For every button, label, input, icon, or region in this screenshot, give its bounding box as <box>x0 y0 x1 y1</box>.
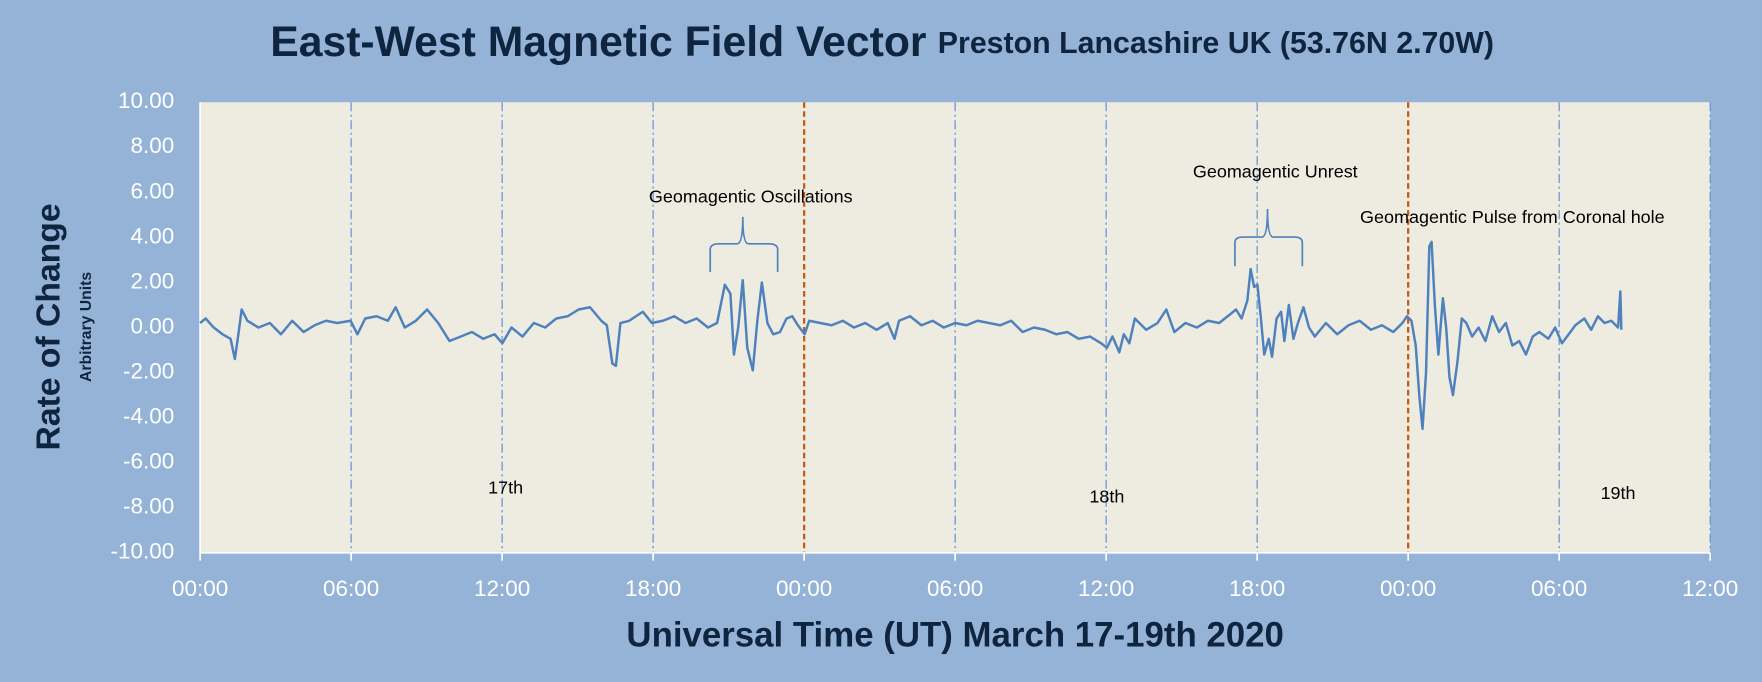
x-tick-label: 00:00 <box>776 576 832 601</box>
y-tick-label: -10.00 <box>111 539 175 564</box>
x-tick-label: 12:00 <box>474 576 530 601</box>
annotation-brace <box>1234 208 1304 267</box>
x-tick-label: 12:00 <box>1078 576 1134 601</box>
y-tick-label: -8.00 <box>123 494 174 519</box>
subtitle: Preston Lancashire UK (53.76N 2.70W) <box>938 27 1494 60</box>
y-tick-label: 0.00 <box>131 313 175 338</box>
x-tick-label: 06:00 <box>1531 576 1587 601</box>
annotation: 19th <box>1601 483 1636 503</box>
annotation: Geomagentic Unrest <box>1193 162 1358 182</box>
y-axis-label: Rate of Change <box>30 203 68 450</box>
annotation: Geomagentic Pulse from Coronal hole <box>1360 207 1665 227</box>
title: East-West Magnetic Field Vector <box>270 18 926 66</box>
annotation: 18th <box>1089 487 1124 507</box>
x-tick-label: 00:00 <box>1380 576 1436 601</box>
data-line <box>199 240 1623 431</box>
annotation: Geomagentic Oscillations <box>649 187 853 207</box>
y-tick-label: 8.00 <box>131 133 175 158</box>
annotation-brace <box>709 216 779 272</box>
annotation: 17th <box>488 478 523 498</box>
y-tick-label: -6.00 <box>123 449 174 474</box>
y-tick-label: 6.00 <box>131 178 175 203</box>
x-tick-label: 00:00 <box>172 576 228 601</box>
x-tick-label: 06:00 <box>927 576 983 601</box>
y-tick-label: 2.00 <box>131 268 175 293</box>
y-tick-label: 10.00 <box>118 88 174 113</box>
y-axis-sublabel: Arbitrary Units <box>78 272 95 382</box>
chart-title: East-West Magnetic Field Vector Preston L… <box>270 18 1494 66</box>
x-tick-label: 18:00 <box>1229 576 1285 601</box>
x-tick-label: 06:00 <box>323 576 379 601</box>
y-tick-label: -2.00 <box>123 359 174 384</box>
y-tick-label: -4.00 <box>123 404 174 429</box>
y-tick-label: 4.00 <box>131 223 175 248</box>
x-tick-label: 12:00 <box>1682 576 1738 601</box>
x-tick-label: 18:00 <box>625 576 681 601</box>
x-axis-label: Universal Time (UT) March 17-19th 2020 <box>626 615 1283 654</box>
